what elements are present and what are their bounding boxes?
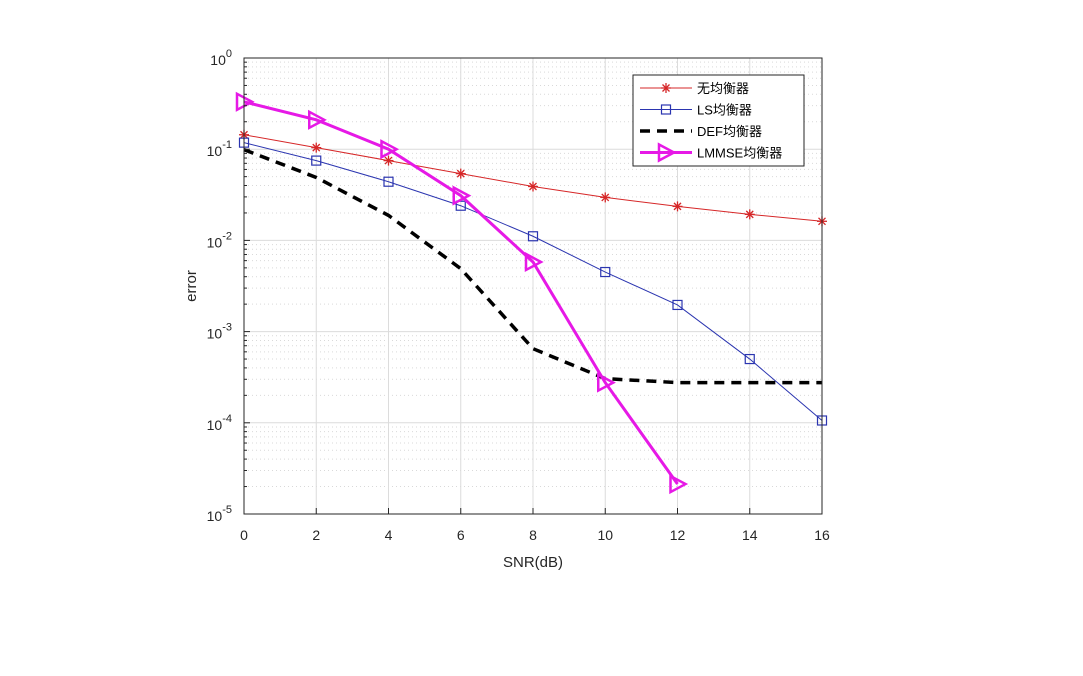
asterisk-marker bbox=[672, 201, 683, 212]
triangle-marker bbox=[380, 139, 400, 160]
x-tick-label: 4 bbox=[385, 527, 393, 543]
x-tick-label: 6 bbox=[457, 527, 465, 543]
square-marker bbox=[527, 231, 539, 242]
x-tick-label: 14 bbox=[742, 527, 758, 543]
triangle-marker bbox=[657, 142, 677, 163]
asterisk-marker bbox=[528, 181, 538, 192]
asterisk-marker bbox=[311, 142, 322, 153]
legend: 无均衡器 LS均衡器 DEF均衡器 LMMSE均衡器 bbox=[632, 74, 805, 167]
marker-stroke bbox=[529, 182, 537, 191]
y-tick-label: 10-4 bbox=[207, 413, 232, 433]
y-tick-label: 10-1 bbox=[207, 139, 232, 159]
ticks: 10-5 10-4 10-3 10-2 10-1 100 0 2 4 6 8 10 12 14 16 bbox=[207, 48, 830, 543]
asterisk-marker bbox=[455, 168, 466, 179]
marker-stroke bbox=[384, 156, 393, 165]
y-tick-label: 100 bbox=[210, 48, 232, 68]
square-marker bbox=[383, 176, 394, 187]
marker-stroke bbox=[673, 202, 682, 211]
triangle-marker bbox=[524, 251, 544, 273]
square-marker bbox=[672, 299, 683, 311]
square-marker bbox=[600, 266, 611, 278]
square-marker bbox=[311, 155, 322, 166]
series-line-3 bbox=[243, 100, 679, 485]
y-tick-label: 10-3 bbox=[207, 322, 232, 342]
legend-label: DEF均衡器 bbox=[697, 124, 762, 139]
square-marker bbox=[660, 104, 672, 115]
marker-stroke bbox=[312, 143, 321, 152]
series-line-1 bbox=[243, 142, 823, 421]
y-tick-label: 10-5 bbox=[207, 504, 232, 524]
legend-label: 无均衡器 bbox=[697, 81, 749, 96]
x-tick-label: 10 bbox=[597, 527, 613, 543]
asterisk-marker bbox=[600, 192, 611, 203]
x-tick-label: 16 bbox=[814, 527, 830, 543]
x-tick-label: 2 bbox=[312, 527, 320, 543]
triangle-marker bbox=[452, 185, 472, 206]
legend-box bbox=[632, 74, 805, 167]
asterisk-marker bbox=[661, 83, 671, 93]
marker-stroke bbox=[601, 193, 610, 202]
asterisk-marker bbox=[744, 209, 755, 220]
series-line-2 bbox=[243, 147, 822, 385]
legend-label: LMMSE均衡器 bbox=[697, 146, 782, 161]
x-tick-label: 0 bbox=[240, 527, 248, 543]
legend-label: LS均衡器 bbox=[697, 103, 752, 118]
x-tick-label: 8 bbox=[529, 527, 537, 543]
series-layer bbox=[235, 91, 828, 495]
triangle-marker bbox=[597, 372, 616, 393]
marker-stroke bbox=[456, 169, 465, 178]
y-tick-label: 10-2 bbox=[207, 230, 232, 250]
marker-stroke bbox=[662, 84, 670, 92]
y-axis-label: error bbox=[183, 270, 200, 302]
square-marker bbox=[744, 353, 755, 365]
x-tick-label: 12 bbox=[670, 527, 686, 543]
x-axis-label: SNR(dB) bbox=[503, 554, 563, 571]
asterisk-marker bbox=[383, 155, 394, 166]
marker-stroke bbox=[745, 210, 754, 219]
triangle-marker bbox=[669, 473, 689, 495]
triangle-marker bbox=[308, 109, 327, 130]
